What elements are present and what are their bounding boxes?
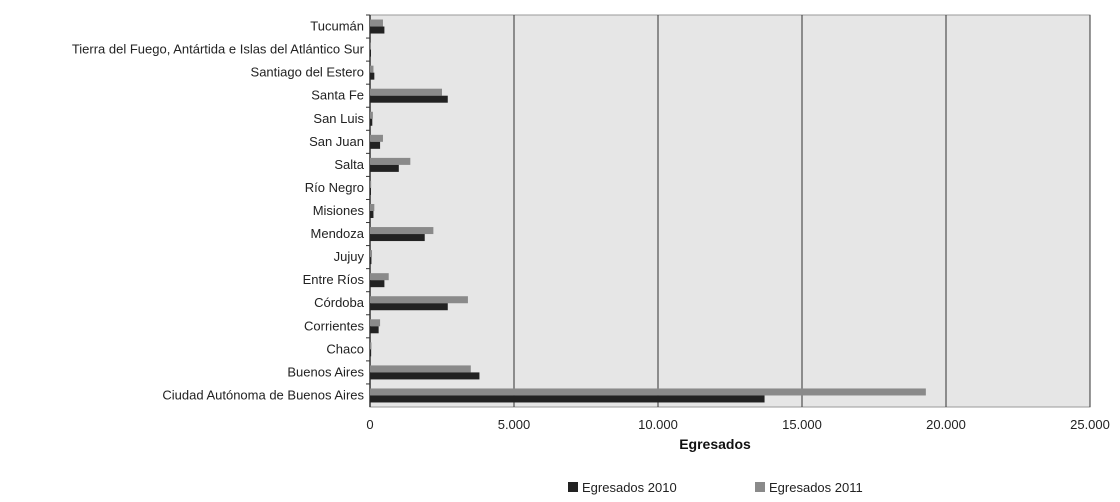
category-label: Salta [334,157,364,172]
bar-egresados-2010 [370,49,371,57]
category-label: Chaco [326,341,364,356]
bar-egresados-2011 [370,273,389,281]
x-ticks: 0 5.000 10.000 15.000 20.000 25.000 [366,417,1110,432]
bar-egresados-2010 [370,141,381,149]
bar-egresados-2011 [370,65,374,73]
bar-egresados-2011 [370,111,373,119]
gridlines [513,15,1091,407]
bars [366,14,926,407]
legend-swatch [755,482,765,492]
x-tick-label: 5.000 [498,417,531,432]
legend-swatch [568,482,578,492]
category-label: Río Negro [305,180,364,195]
bar-egresados-2010 [370,211,374,218]
bar-egresados-2010 [370,26,385,34]
bar-egresados-2010 [370,164,399,172]
legend-label: Egresados 2011 [769,480,863,495]
bar-egresados-2010 [370,349,372,357]
category-label: Corrientes [304,318,364,333]
category-label: Santa Fe [311,88,364,103]
category-label: San Juan [309,134,364,149]
category-label: Ciudad Autónoma de Buenos Aires [162,387,364,402]
x-tick-label: 25.000 [1070,417,1110,432]
category-label: Entre Ríos [303,272,365,287]
bar-egresados-2010 [370,187,371,195]
bar-egresados-2011 [370,42,371,50]
legend: Egresados 2010 Egresados 2011 [568,480,863,495]
category-label: Mendoza [311,226,365,241]
category-label: Jujuy [334,249,365,264]
bar-egresados-2010 [370,372,480,380]
bar-egresados-2010 [370,72,375,80]
bar-egresados-2011 [370,157,411,165]
bar-egresados-2011 [370,88,442,96]
plot-area [369,14,1091,408]
x-tick-label: 0 [366,417,373,432]
category-label: Buenos Aires [287,364,364,379]
bar-egresados-2011 [370,19,383,27]
bar-egresados-2010 [370,395,765,403]
bar-egresados-2010 [370,303,448,311]
category-label: San Luis [313,111,364,126]
bar-egresados-2011 [370,250,373,258]
bar-egresados-2011 [370,227,434,235]
x-axis-title: Egresados [679,436,751,452]
category-label: Córdoba [314,295,365,310]
bar-egresados-2010 [370,257,372,265]
legend-label: Egresados 2010 [582,480,677,495]
category-label: Tucumán [310,19,364,34]
bar-egresados-2010 [370,118,373,126]
bar-egresados-2011 [370,342,372,350]
bar-egresados-2011 [370,365,471,373]
x-tick-label: 10.000 [638,417,678,432]
category-labels: Tucumán Tierra del Fuego, Antártida e Isl… [72,19,365,403]
bar-egresados-2010 [370,95,448,103]
bar-egresados-2011 [370,134,383,142]
bar-egresados-2011 [370,319,381,327]
bar-egresados-2011 [370,180,372,188]
x-tick-label: 15.000 [782,417,822,432]
bar-egresados-2011 [370,388,926,396]
bar-egresados-2010 [370,234,425,242]
bar-egresados-2010 [370,326,379,334]
bar-egresados-2011 [370,296,468,304]
x-tick-label: 20.000 [926,417,966,432]
category-label: Misiones [313,203,365,218]
bar-egresados-2010 [370,280,385,288]
category-label: Santiago del Estero [251,65,364,80]
bar-egresados-2011 [370,204,375,211]
category-label: Tierra del Fuego, Antártida e Islas del … [72,42,365,57]
